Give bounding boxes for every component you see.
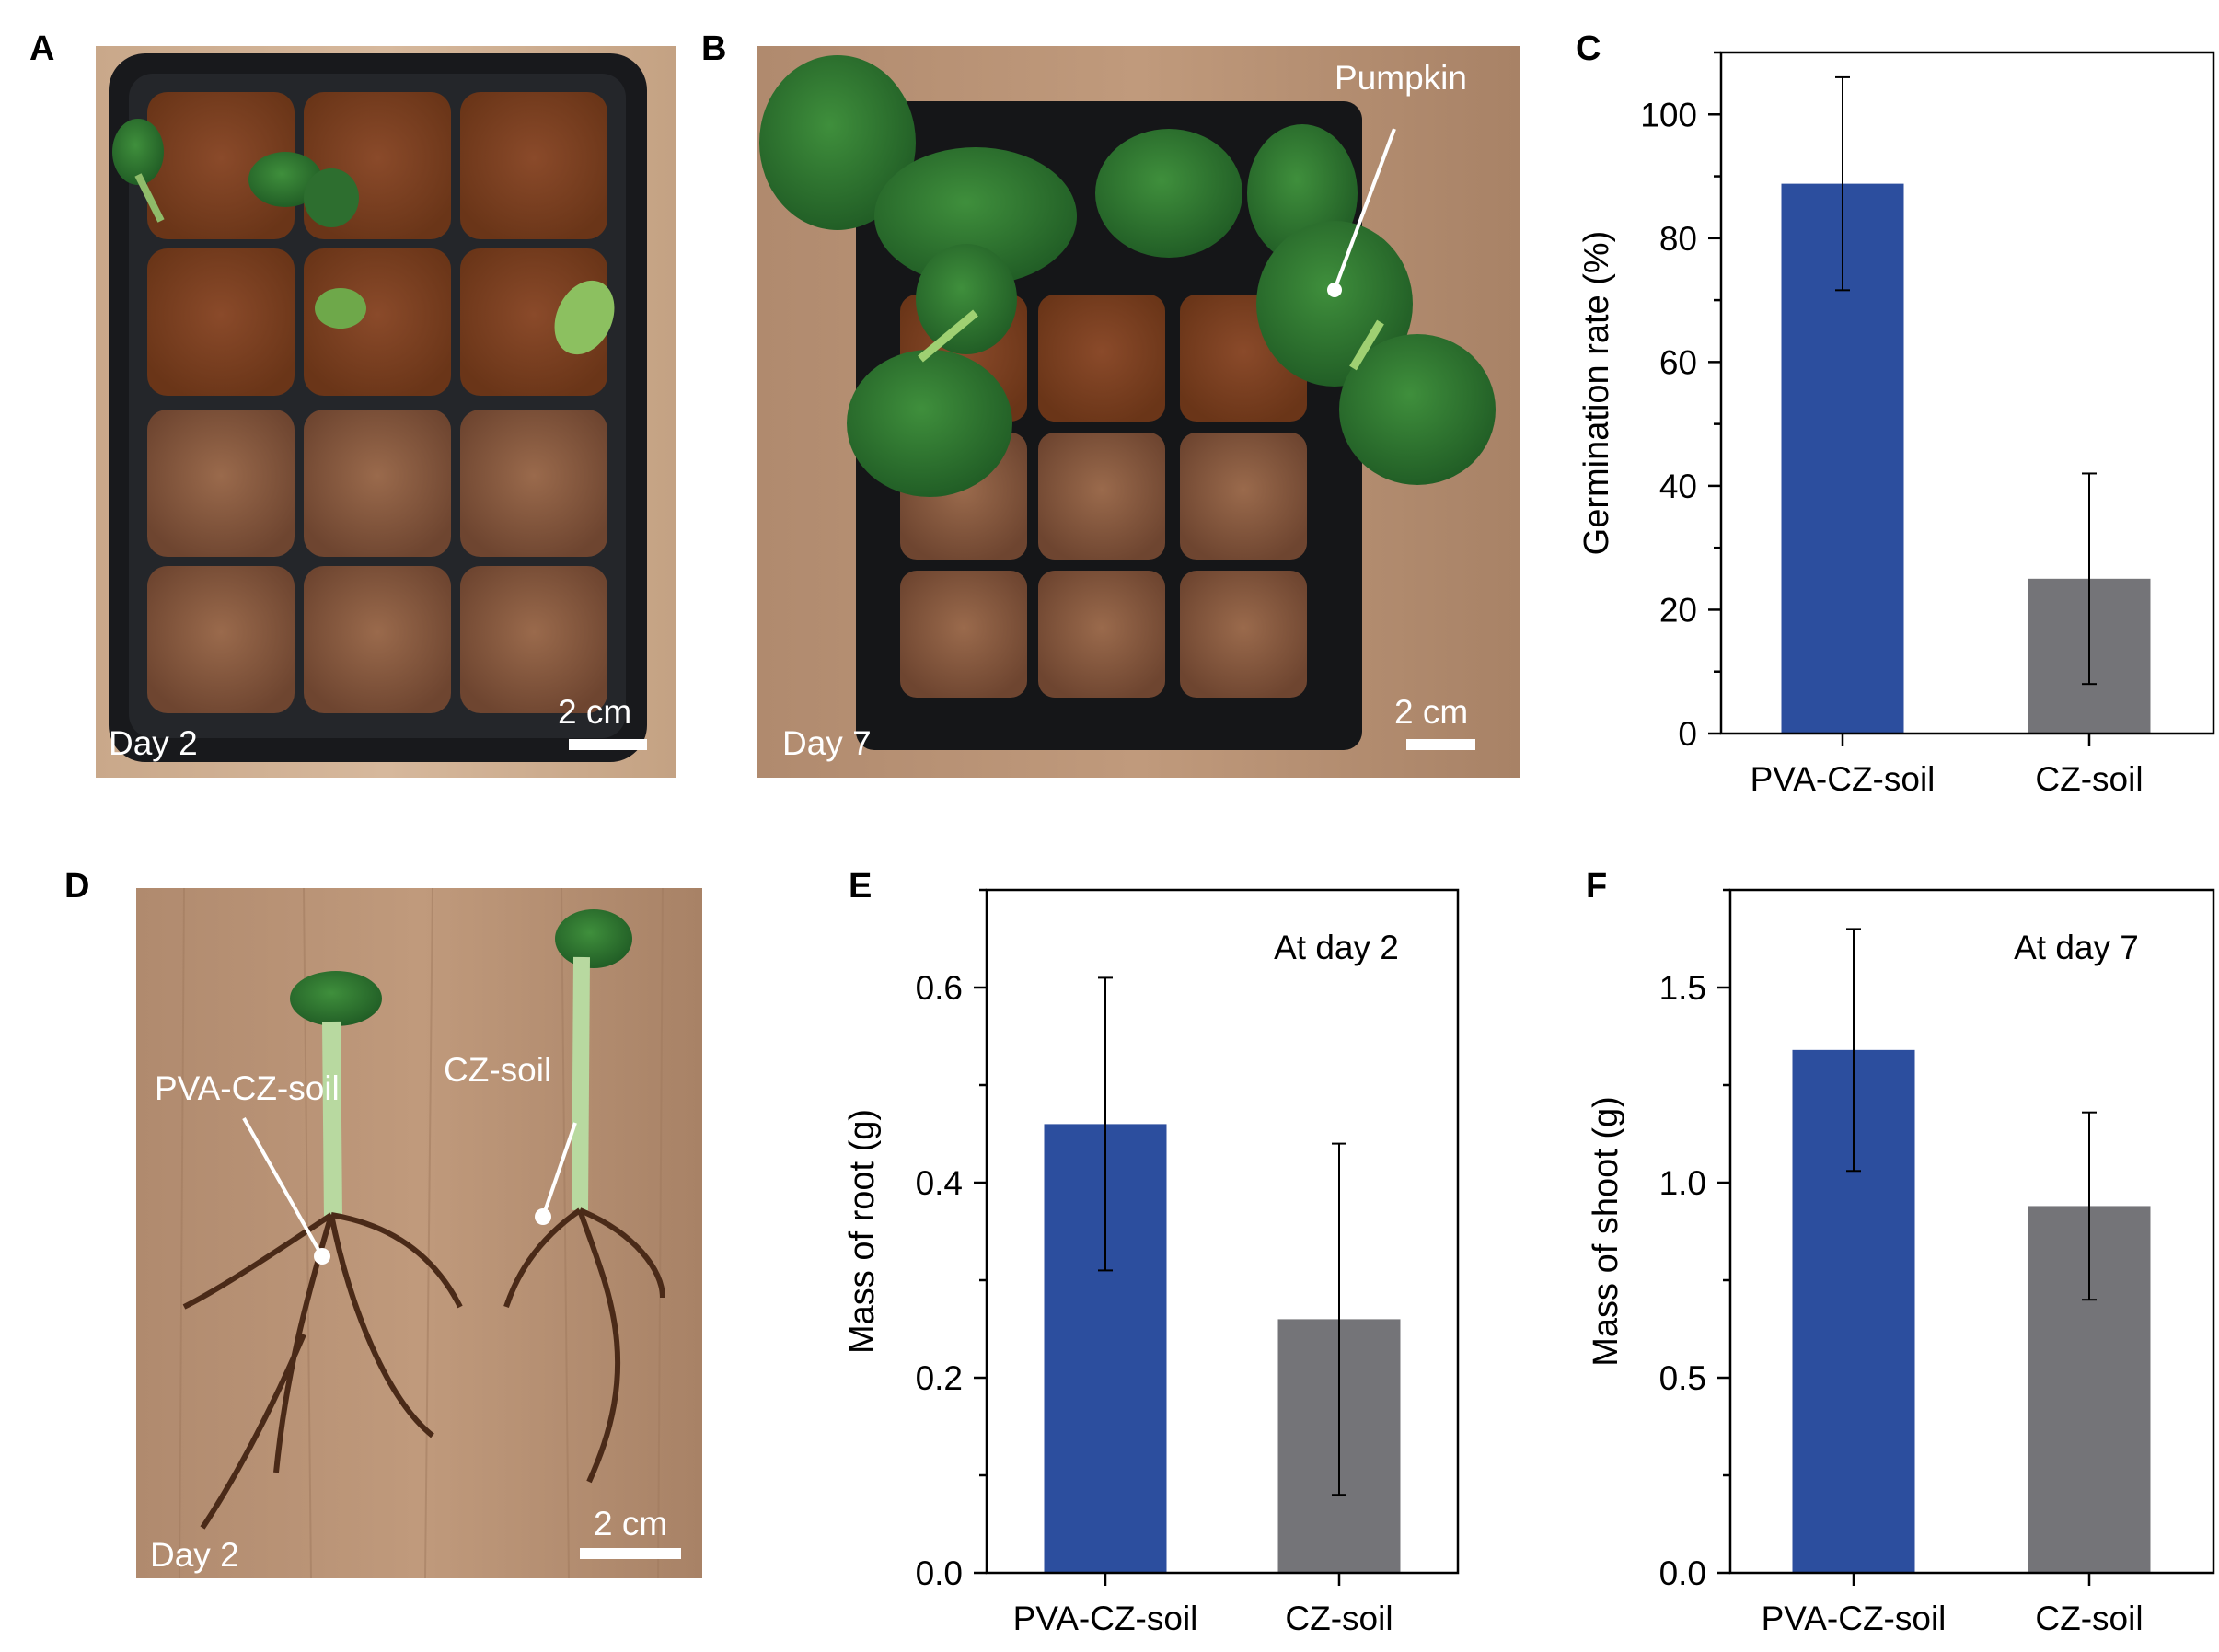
x-tick-label: PVA-CZ-soil: [1762, 1600, 1947, 1637]
tray-cell: [304, 566, 451, 713]
x-tick-label: CZ-soil: [2035, 1600, 2143, 1637]
bar-charts: C 0 20 40 60 80 100 PVA-CZ-soil CZ-soil Germinati…: [843, 29, 2215, 1637]
tray-cell: [1180, 571, 1307, 698]
scale-bar-d: [580, 1548, 681, 1559]
plot-frame: [1728, 888, 2215, 1575]
tray-cell: [147, 566, 295, 713]
tray-cell: [304, 410, 451, 557]
tray-cells-a: [147, 92, 607, 713]
tray-cell: [147, 410, 295, 557]
panel-letter-e: E: [849, 867, 872, 906]
tray-cell: [1038, 295, 1165, 422]
scale-label-b: 2 cm: [1394, 693, 1468, 731]
panel-letter-a: A: [29, 29, 54, 68]
seedling-left-d: [182, 971, 463, 1530]
chart-f: F 0.0 0.5 1.0 1.5 PVA-CZ-soil CZ-soil Mass of s…: [1586, 867, 2215, 1637]
y-tick-label: 100: [1640, 96, 1697, 133]
panel-letter-c: C: [1576, 29, 1601, 68]
photo-d: PVA-CZ-soil CZ-soil Day 2 2 cm: [136, 887, 702, 1579]
pumpkin-label: Pumpkin: [1335, 59, 1467, 97]
tray-cells-b: [900, 295, 1307, 698]
y-tick-label: 0.0: [1659, 1554, 1706, 1592]
photo-b: Pumpkin Day 7 2 cm: [757, 46, 1520, 778]
y-tick-label: 0.5: [1659, 1359, 1706, 1397]
tray-cell: [460, 92, 607, 239]
panel-a: A Day 2 2 cm: [29, 29, 676, 778]
y-tick-label: 20: [1659, 591, 1697, 629]
x-tick-label: CZ-soil: [2035, 760, 2143, 798]
y-tick-label: 80: [1659, 220, 1697, 258]
seedling-right-d: [503, 909, 665, 1484]
panel-letter-b: B: [701, 29, 726, 68]
panel-letter-f: F: [1586, 867, 1607, 906]
y-tick-label: 0.2: [916, 1359, 963, 1397]
chart-e: E 0.0 0.2 0.4 0.6 PVA-CZ-soil CZ-soil Mass of r…: [843, 867, 1460, 1637]
tray-cell: [460, 410, 607, 557]
chart-annotation: At day 7: [2014, 929, 2139, 966]
tray-cell: [1180, 433, 1307, 560]
tray-cell: [147, 248, 295, 396]
scale-bar-b: [1406, 739, 1475, 750]
seedlings-a: [112, 119, 615, 355]
y-tick-label: 1.0: [1659, 1164, 1706, 1202]
plot-frame: [985, 888, 1460, 1575]
x-tick-label: PVA-CZ-soil: [1751, 760, 1936, 798]
day-label-a: Day 2: [109, 724, 198, 762]
plot-frame: [1719, 51, 2215, 735]
tray-cell: [1038, 571, 1165, 698]
chart-c: C 0 20 40 60 80 100 PVA-CZ-soil CZ-soil Germinati…: [1576, 29, 2215, 798]
scale-bar-a: [569, 739, 647, 750]
x-tick-label: CZ-soil: [1285, 1600, 1393, 1637]
day-label-b: Day 7: [782, 724, 872, 762]
y-axis-title: Mass of shoot (g): [1587, 1096, 1625, 1367]
y-tick-label: 0.4: [916, 1164, 963, 1202]
panel-b: B Pumpkin Day 7 2 cm: [701, 29, 1520, 778]
scale-label-a: 2 cm: [558, 693, 631, 731]
pumpkin-leaves-b: [759, 55, 1496, 497]
panel-letter-d: D: [64, 867, 89, 906]
y-tick-label: 1.5: [1659, 969, 1706, 1007]
tray-cell: [304, 248, 451, 396]
x-tick-label: PVA-CZ-soil: [1013, 1600, 1198, 1637]
scale-label-d: 2 cm: [594, 1505, 667, 1542]
y-tick-label: 0.0: [916, 1554, 963, 1592]
tray-cell: [900, 571, 1027, 698]
tray-cell: [1038, 433, 1165, 560]
tray-cell: [460, 566, 607, 713]
panel-d: D PVA-CZ-soil: [64, 867, 702, 1579]
label-pva-cz-soil-d: PVA-CZ-soil: [155, 1069, 340, 1107]
tray-cell: [147, 92, 295, 239]
label-cz-soil-d: CZ-soil: [444, 1051, 551, 1089]
chart-annotation: At day 2: [1274, 929, 1399, 966]
y-axis-title: Germination rate (%): [1578, 231, 1616, 556]
photo-a: Day 2 2 cm: [96, 46, 676, 778]
y-tick-label: 0: [1678, 715, 1697, 753]
y-tick-label: 0.6: [916, 969, 963, 1007]
day-label-d: Day 2: [150, 1536, 239, 1574]
y-tick-label: 60: [1659, 343, 1697, 381]
y-axis-title: Mass of root (g): [843, 1109, 882, 1354]
y-tick-label: 40: [1659, 468, 1697, 505]
tray-cell: [460, 248, 607, 396]
